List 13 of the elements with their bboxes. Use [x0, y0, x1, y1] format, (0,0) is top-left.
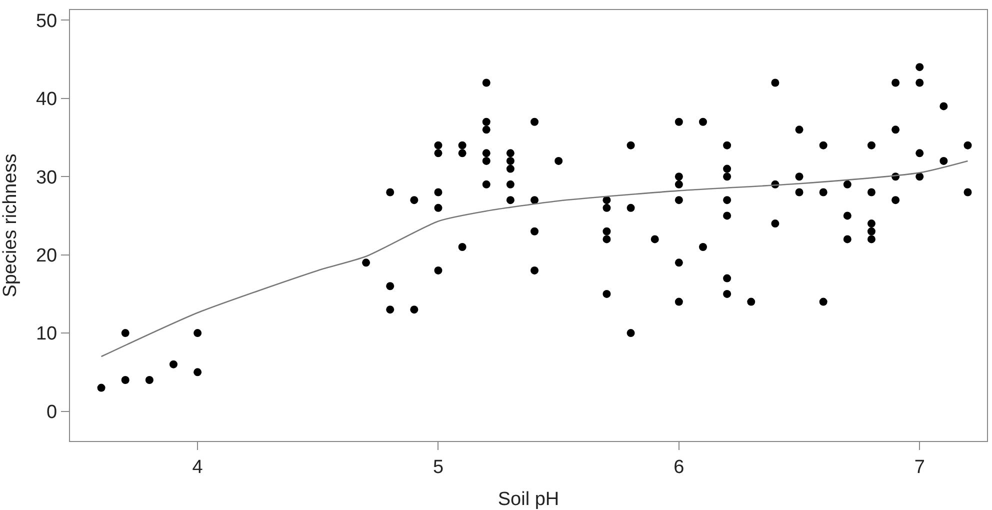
x-tick-label: 4	[192, 456, 204, 478]
y-tick-label: 10	[36, 324, 58, 345]
y-tick-label: 0	[46, 402, 58, 423]
x-tick-label: 7	[914, 456, 925, 478]
y-axis-title: Species richness	[0, 154, 21, 298]
x-tick-label: 5	[432, 456, 444, 478]
y-tick-label: 40	[36, 89, 58, 110]
y-tick-label: 30	[36, 167, 58, 188]
y-tick-label: 20	[36, 245, 58, 266]
x-axis-title: Soil pH	[498, 489, 560, 510]
line-series	[100, 160, 968, 358]
x-tick-label: 6	[674, 456, 684, 478]
y-tick-label: 50	[36, 10, 58, 32]
